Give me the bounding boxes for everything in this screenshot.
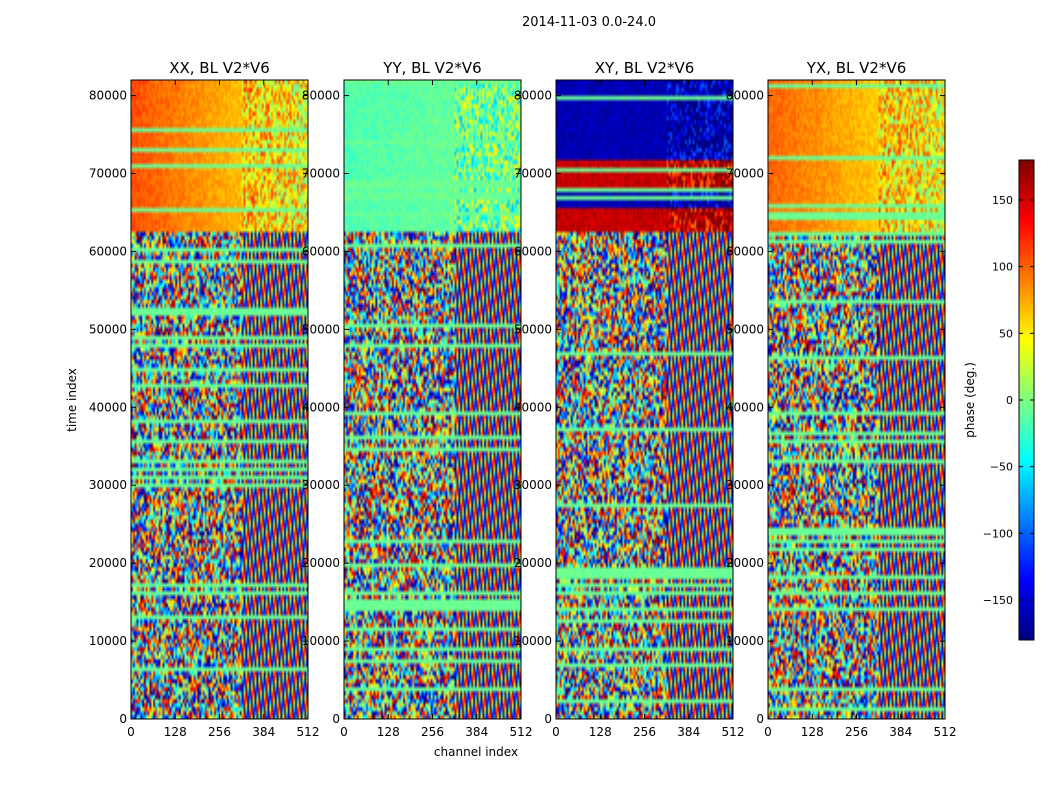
heatmap-panels: XX, BL V2*V6 0 128 256 384 512 0 10000 20000 3000…	[89, 59, 957, 739]
y-tick-label: 30000	[302, 478, 340, 492]
y-tick-label: 30000	[514, 478, 552, 492]
x-tick-label: 384	[252, 725, 275, 739]
x-tick-label: 384	[677, 725, 700, 739]
y-tick-label: 60000	[514, 244, 552, 258]
x-tick-label: 256	[633, 725, 656, 739]
x-tick-label: 0	[552, 725, 560, 739]
y-tick-label: 20000	[89, 556, 127, 570]
y-tick-label: 70000	[726, 167, 764, 181]
x-tick-label: 128	[377, 725, 400, 739]
y-tick-label: 50000	[726, 322, 764, 336]
y-tick-label: 0	[756, 712, 764, 726]
y-tick-label: 40000	[302, 400, 340, 414]
x-tick-label: 256	[421, 725, 444, 739]
x-tick-label: 512	[297, 725, 320, 739]
y-tick-label: 60000	[302, 244, 340, 258]
phase-image	[768, 80, 945, 719]
x-tick-label: 512	[510, 725, 533, 739]
x-tick-label: 128	[801, 725, 824, 739]
y-tick-label: 10000	[89, 634, 127, 648]
y-tick-label: 20000	[514, 556, 552, 570]
panel-title: XX, BL V2*V6	[169, 59, 270, 77]
y-tick-label: 0	[544, 712, 552, 726]
x-tick-label: 0	[340, 725, 348, 739]
y-tick-label: 60000	[89, 244, 127, 258]
panel-title: YY, BL V2*V6	[382, 59, 481, 77]
y-tick-label: 30000	[89, 478, 127, 492]
y-axis-label: time index	[65, 368, 79, 432]
x-axis-label: channel index	[434, 745, 518, 759]
x-tick-label: 0	[764, 725, 772, 739]
y-tick-label: 10000	[726, 634, 764, 648]
y-tick-label: 80000	[726, 89, 764, 103]
colorbar-tick-label: 150	[992, 194, 1013, 207]
colorbar-label: phase (deg.)	[963, 362, 977, 438]
y-tick-label: 40000	[514, 400, 552, 414]
phase-image	[344, 80, 521, 719]
panel-xx: XX, BL V2*V6 0 128 256 384 512 0 10000 20000 3000…	[89, 59, 320, 739]
y-tick-label: 0	[119, 712, 127, 726]
panel-xy: XY, BL V2*V6 0 128 256 384 512 0 10000 20000 3000…	[514, 59, 745, 739]
x-tick-label: 0	[127, 725, 135, 739]
y-tick-label: 80000	[514, 89, 552, 103]
y-tick-label: 80000	[302, 89, 340, 103]
colorbar-tick-label: 100	[992, 261, 1013, 274]
y-tick-label: 20000	[302, 556, 340, 570]
x-tick-label: 256	[208, 725, 231, 739]
colorbar-tick-label: −100	[983, 527, 1013, 540]
colorbar-gradient	[1019, 160, 1034, 640]
y-tick-label: 70000	[302, 167, 340, 181]
y-tick-label: 20000	[726, 556, 764, 570]
y-tick-label: 70000	[514, 167, 552, 181]
x-tick-label: 256	[845, 725, 868, 739]
x-tick-label: 512	[934, 725, 957, 739]
colorbar-tick-label: −150	[983, 594, 1013, 607]
y-tick-label: 80000	[89, 89, 127, 103]
colorbar-tick-label: 0	[1006, 394, 1013, 407]
y-tick-label: 40000	[726, 400, 764, 414]
colorbar: 150 100 50 0 −50 −100 −150	[983, 159, 1035, 641]
panel-title: XY, BL V2*V6	[595, 59, 695, 77]
y-tick-label: 50000	[302, 322, 340, 336]
y-tick-label: 10000	[302, 634, 340, 648]
phase-image	[131, 80, 308, 719]
colorbar-tick-label: 50	[999, 327, 1013, 340]
panel-yy: YY, BL V2*V6 0 128 256 384 512 0 10000 20000 3000…	[302, 59, 533, 739]
phase-image	[556, 80, 733, 719]
colorbar-tick-label: −50	[990, 461, 1013, 474]
panel-title: YX, BL V2*V6	[806, 59, 907, 77]
x-tick-label: 128	[589, 725, 612, 739]
y-tick-label: 60000	[726, 244, 764, 258]
y-tick-label: 50000	[89, 322, 127, 336]
y-tick-label: 50000	[514, 322, 552, 336]
x-tick-label: 128	[164, 725, 187, 739]
y-tick-label: 30000	[726, 478, 764, 492]
x-tick-label: 384	[465, 725, 488, 739]
panel-yx: YX, BL V2*V6 0 128 256 384 512 0 10000 20000 3000…	[726, 59, 957, 739]
y-tick-label: 40000	[89, 400, 127, 414]
y-tick-label: 10000	[514, 634, 552, 648]
x-tick-label: 384	[889, 725, 912, 739]
y-tick-label: 0	[332, 712, 340, 726]
figure-suptitle: 2014-11-03 0.0-24.0	[522, 15, 656, 30]
x-tick-label: 512	[722, 725, 745, 739]
y-tick-label: 70000	[89, 167, 127, 181]
